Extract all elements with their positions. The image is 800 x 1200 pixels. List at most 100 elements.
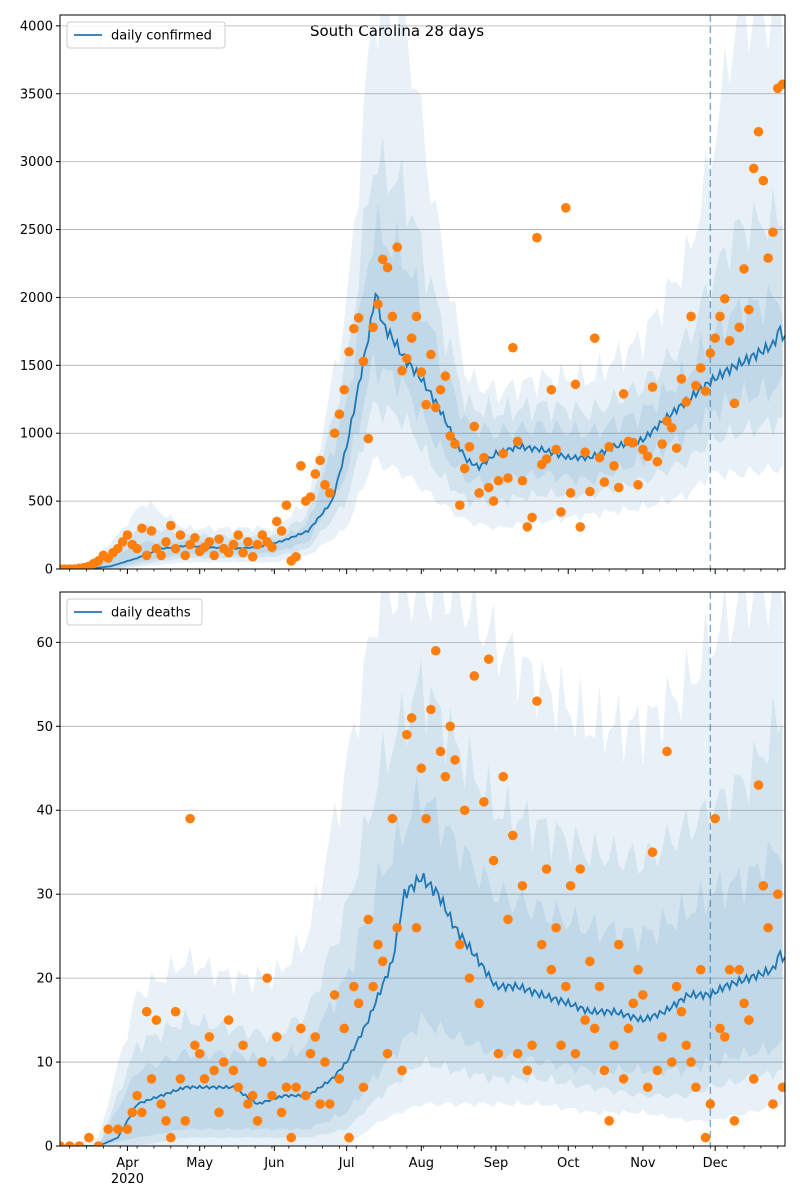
- data-point: [561, 203, 571, 213]
- uncertainty-band: [60, 203, 783, 569]
- x-tick-label: Jun: [263, 1156, 284, 1171]
- legend-label: daily deaths: [111, 606, 191, 621]
- data-point: [517, 880, 528, 891]
- y-tick-label: 1500: [20, 359, 53, 374]
- data-point: [300, 1090, 311, 1101]
- data-point: [522, 522, 533, 532]
- data-point: [93, 1141, 104, 1146]
- data-point: [676, 374, 687, 384]
- data-point: [551, 922, 561, 933]
- data-point: [421, 399, 431, 410]
- data-point: [575, 864, 586, 874]
- data-point: [445, 431, 455, 441]
- data-point: [594, 452, 605, 463]
- y-tick-label: 3500: [20, 87, 53, 102]
- data-point: [734, 964, 745, 975]
- data-point: [310, 1032, 321, 1042]
- data-point: [228, 539, 239, 550]
- data-point: [652, 456, 663, 467]
- data-point: [426, 349, 436, 360]
- data-point: [339, 384, 350, 395]
- data-point: [647, 847, 658, 858]
- data-point: [161, 1116, 171, 1126]
- axes-frame: [59, 591, 786, 1147]
- data-point: [570, 379, 581, 390]
- data-point: [508, 830, 518, 841]
- data-point: [710, 813, 720, 824]
- data-point: [614, 482, 624, 493]
- y-tick-label: 2000: [20, 291, 53, 306]
- data-point: [411, 922, 422, 933]
- data-point: [734, 322, 745, 333]
- data-point: [479, 452, 489, 463]
- uncertainty-band: [60, 15, 783, 569]
- x-tick-label: May: [186, 1156, 213, 1171]
- data-point: [180, 1116, 191, 1126]
- data-point: [440, 771, 451, 782]
- data-point: [662, 416, 672, 426]
- data-point: [103, 1124, 113, 1135]
- data-point: [493, 1048, 504, 1059]
- data-point: [349, 981, 359, 992]
- data-point: [522, 1065, 533, 1076]
- data-point: [493, 475, 504, 486]
- data-point: [729, 1116, 740, 1126]
- figure-title: South Carolina 28 days: [310, 22, 484, 40]
- y-tick-label: 30: [36, 888, 53, 903]
- data-point: [156, 1099, 166, 1109]
- uncertainty-band: [60, 775, 783, 1146]
- data-point: [498, 771, 508, 782]
- data-point: [310, 469, 321, 479]
- x-tick-label: Oct: [557, 1156, 579, 1171]
- data-point: [271, 1032, 282, 1042]
- data-point: [469, 671, 480, 681]
- data-point: [758, 880, 769, 891]
- data-point: [305, 1048, 316, 1059]
- data-point: [700, 1132, 711, 1143]
- data-point: [402, 729, 412, 740]
- plot-area: [60, 592, 785, 1146]
- data-point: [382, 1048, 393, 1059]
- x-tick-label: Nov: [630, 1156, 656, 1171]
- data-point: [609, 1040, 619, 1051]
- data-point: [233, 530, 244, 540]
- data-point: [450, 755, 460, 765]
- data-point: [387, 311, 398, 322]
- data-point: [666, 1057, 677, 1067]
- data-point: [271, 516, 282, 527]
- data-point: [671, 981, 682, 992]
- data-point: [642, 451, 653, 462]
- data-point: [498, 448, 508, 459]
- data-point: [777, 79, 785, 90]
- data-point: [397, 365, 407, 376]
- data-point: [117, 537, 128, 547]
- data-point: [416, 367, 427, 377]
- data-point: [194, 1048, 205, 1059]
- x-tick-label: Dec: [703, 1156, 728, 1171]
- data-point: [647, 382, 658, 392]
- data-point: [406, 333, 417, 343]
- data-point: [141, 1006, 152, 1017]
- x-tick-label: Apr: [116, 1156, 139, 1171]
- data-point: [161, 537, 171, 547]
- data-point: [204, 1032, 215, 1042]
- data-point: [633, 480, 643, 490]
- x-tick-label: Aug: [409, 1156, 434, 1171]
- data-point: [320, 1057, 330, 1067]
- data-point: [247, 551, 258, 562]
- data-point: [440, 371, 451, 381]
- data-point: [686, 311, 696, 322]
- data-point: [541, 454, 552, 464]
- data-point: [474, 488, 484, 498]
- data-point: [132, 1090, 142, 1101]
- x-year-label: 2020: [111, 1172, 144, 1187]
- data-point: [623, 1023, 634, 1034]
- data-point: [421, 813, 431, 824]
- data-point: [638, 990, 648, 1000]
- data-point: [199, 1074, 210, 1084]
- data-point: [618, 1074, 629, 1084]
- data-point: [536, 939, 547, 950]
- data-point: [666, 422, 677, 433]
